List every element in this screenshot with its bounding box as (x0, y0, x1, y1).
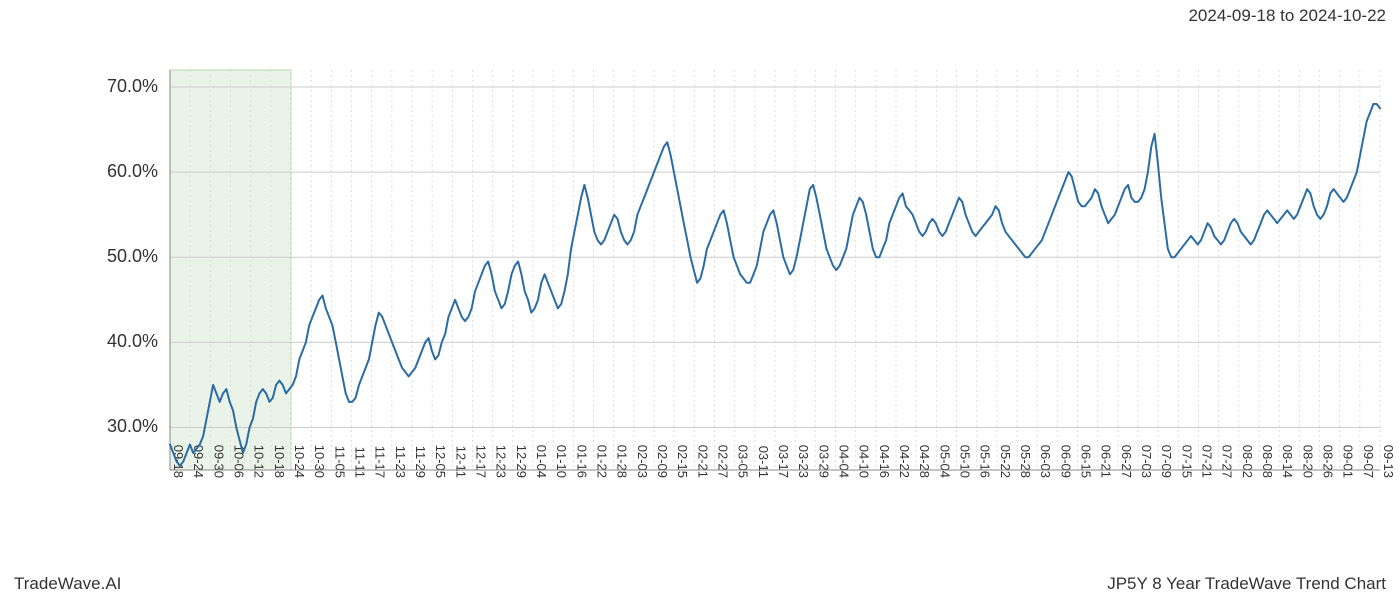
svg-text:04-22: 04-22 (897, 445, 912, 478)
svg-text:08-20: 08-20 (1300, 445, 1315, 478)
svg-text:06-03: 06-03 (1038, 445, 1053, 478)
svg-text:02-15: 02-15 (675, 445, 690, 478)
svg-text:01-04: 01-04 (534, 445, 549, 478)
svg-text:10-18: 10-18 (272, 445, 287, 478)
trend-chart: 30.0%40.0%50.0%60.0%70.0%09-1809-2409-30… (0, 30, 1400, 570)
svg-text:04-04: 04-04 (837, 445, 852, 478)
svg-text:40.0%: 40.0% (107, 331, 158, 351)
chart-title: JP5Y 8 Year TradeWave Trend Chart (1107, 574, 1386, 594)
svg-text:30.0%: 30.0% (107, 416, 158, 436)
svg-text:08-08: 08-08 (1260, 445, 1275, 478)
svg-text:05-04: 05-04 (937, 445, 952, 478)
svg-text:12-23: 12-23 (494, 445, 509, 478)
svg-text:11-05: 11-05 (332, 446, 347, 478)
svg-text:10-24: 10-24 (292, 445, 307, 478)
svg-text:01-22: 01-22 (595, 445, 610, 478)
svg-text:06-15: 06-15 (1079, 445, 1094, 478)
svg-text:70.0%: 70.0% (107, 76, 158, 96)
svg-text:07-21: 07-21 (1200, 445, 1215, 478)
svg-text:08-02: 08-02 (1240, 445, 1255, 478)
svg-text:06-27: 06-27 (1119, 445, 1134, 478)
svg-text:01-28: 01-28 (615, 445, 630, 478)
svg-text:05-16: 05-16 (978, 445, 993, 478)
chart-svg: 30.0%40.0%50.0%60.0%70.0%09-1809-2409-30… (0, 30, 1400, 570)
svg-text:04-10: 04-10 (857, 445, 872, 478)
svg-text:08-14: 08-14 (1280, 445, 1295, 478)
svg-text:11-23: 11-23 (393, 446, 408, 478)
svg-text:04-28: 04-28 (917, 445, 932, 478)
svg-text:03-11: 03-11 (756, 446, 771, 478)
svg-text:11-29: 11-29 (413, 446, 428, 478)
svg-text:09-01: 09-01 (1341, 445, 1356, 478)
svg-text:11-11: 11-11 (353, 447, 368, 478)
svg-text:11-17: 11-17 (373, 446, 388, 478)
svg-text:03-17: 03-17 (776, 445, 791, 478)
svg-text:05-28: 05-28 (1018, 445, 1033, 478)
svg-text:07-03: 07-03 (1139, 445, 1154, 478)
svg-text:10-12: 10-12 (252, 445, 267, 478)
svg-text:09-07: 09-07 (1361, 445, 1376, 478)
svg-text:10-30: 10-30 (312, 445, 327, 478)
svg-text:01-10: 01-10 (554, 445, 569, 478)
svg-text:12-05: 12-05 (433, 445, 448, 478)
svg-text:09-24: 09-24 (191, 445, 206, 478)
svg-text:12-11: 12-11 (453, 446, 468, 478)
svg-text:02-03: 02-03 (635, 445, 650, 478)
svg-text:05-22: 05-22 (998, 445, 1013, 478)
date-range-label: 2024-09-18 to 2024-10-22 (1188, 6, 1386, 26)
svg-text:03-29: 03-29 (816, 445, 831, 478)
svg-text:06-09: 06-09 (1058, 445, 1073, 478)
svg-text:08-26: 08-26 (1321, 445, 1336, 478)
svg-text:03-05: 03-05 (736, 445, 751, 478)
svg-text:12-17: 12-17 (474, 445, 489, 478)
svg-text:06-21: 06-21 (1099, 445, 1114, 478)
svg-text:02-09: 02-09 (655, 445, 670, 478)
svg-text:05-10: 05-10 (958, 445, 973, 478)
svg-text:07-09: 07-09 (1159, 445, 1174, 478)
svg-text:09-30: 09-30 (211, 445, 226, 478)
svg-text:03-23: 03-23 (796, 445, 811, 478)
svg-text:09-13: 09-13 (1381, 445, 1396, 478)
svg-text:01-16: 01-16 (574, 445, 589, 478)
svg-text:02-27: 02-27 (716, 445, 731, 478)
svg-text:50.0%: 50.0% (107, 246, 158, 266)
svg-text:04-16: 04-16 (877, 445, 892, 478)
svg-text:02-21: 02-21 (695, 445, 710, 478)
svg-text:60.0%: 60.0% (107, 161, 158, 181)
svg-text:12-29: 12-29 (514, 445, 529, 478)
svg-text:07-15: 07-15 (1179, 445, 1194, 478)
brand-label: TradeWave.AI (14, 574, 121, 594)
svg-text:07-27: 07-27 (1220, 445, 1235, 478)
